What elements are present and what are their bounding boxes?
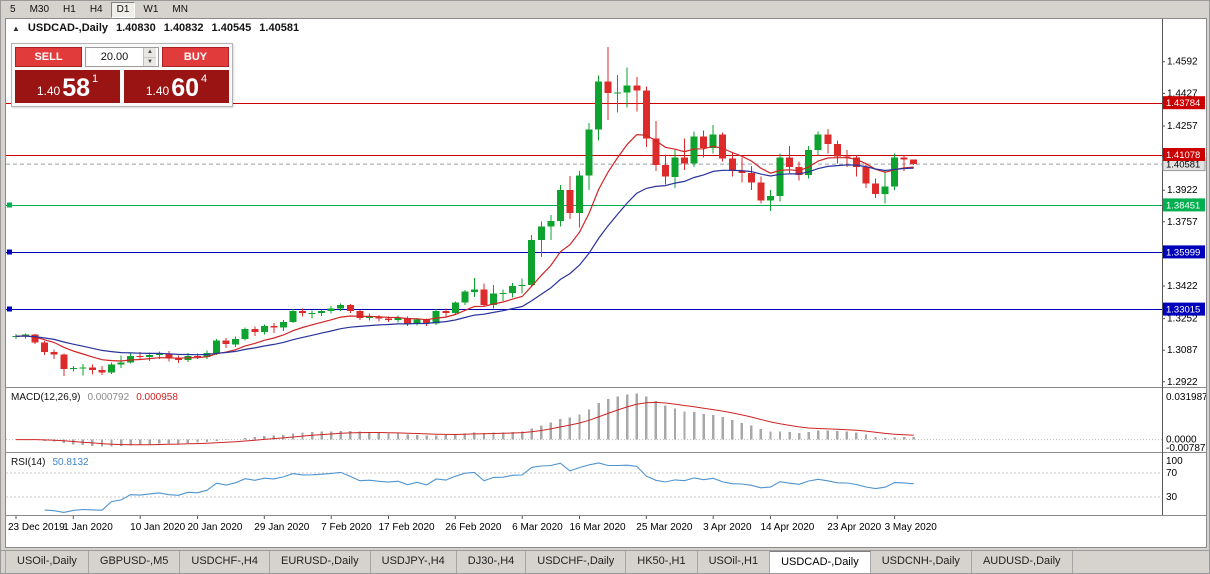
- sell-price-small: 1.40: [36, 84, 61, 98]
- svg-text:1.35999: 1.35999: [1166, 247, 1200, 258]
- buy-price-big: 60: [171, 74, 200, 102]
- timeframe-button-mn[interactable]: MN: [166, 2, 194, 18]
- svg-text:23 Dec 2019: 23 Dec 2019: [8, 522, 65, 533]
- macd-panel: [6, 393, 1162, 447]
- svg-text:1.4427: 1.4427: [1167, 88, 1198, 99]
- chart-tab-usdjpy-h4[interactable]: USDJPY-,H4: [371, 551, 457, 573]
- svg-text:1.4257: 1.4257: [1167, 121, 1198, 132]
- svg-text:1.41078: 1.41078: [1166, 150, 1200, 161]
- rsi-line: [44, 462, 914, 513]
- timeframe-button-h4[interactable]: H4: [84, 2, 109, 18]
- price-badge-1.35999: 1.35999: [1163, 245, 1205, 259]
- svg-text:1.3422: 1.3422: [1167, 281, 1198, 292]
- svg-text:1 Jan 2020: 1 Jan 2020: [63, 522, 113, 533]
- horizontal-line-1.38451[interactable]: [6, 202, 1162, 208]
- svg-text:0.0000: 0.0000: [1166, 435, 1197, 446]
- chart-tab-dj30-h4[interactable]: DJ30-,H4: [457, 551, 527, 573]
- price-axis: 1.4592 1.4427 1.4257 1.3922 1.3757 1.3422 1.32…: [1162, 57, 1198, 388]
- svg-text:26 Feb 2020: 26 Feb 2020: [445, 522, 502, 533]
- price-badge-1.33015: 1.33015: [1163, 302, 1205, 316]
- timeframe-button-m30[interactable]: M30: [24, 2, 55, 18]
- sell-price-sup: 1: [92, 73, 99, 85]
- chart-tab-usdchf-h4[interactable]: USDCHF-,H4: [180, 551, 270, 573]
- svg-text:14 Apr 2020: 14 Apr 2020: [760, 522, 814, 533]
- chart-tab-usdcnh-daily[interactable]: USDCNH-,Daily: [871, 551, 972, 573]
- horizontal-line-1.35999[interactable]: [6, 249, 1162, 255]
- ma-line-10: [15, 133, 914, 362]
- svg-text:1.4592: 1.4592: [1167, 57, 1198, 68]
- chart-tab-usoil-h1[interactable]: USOil-,H1: [698, 551, 771, 573]
- volume-spinner: ▲ ▼: [143, 48, 156, 66]
- price-badge-1.41078: 1.41078: [1163, 148, 1205, 161]
- svg-text:1.40581: 1.40581: [1166, 160, 1200, 171]
- svg-text:1.3087: 1.3087: [1167, 345, 1198, 356]
- svg-text:1.33015: 1.33015: [1166, 305, 1200, 316]
- svg-text:30: 30: [1166, 492, 1178, 503]
- chart-tab-usdcad-daily[interactable]: USDCAD-,Daily: [770, 551, 871, 573]
- price-badge-1.43784: 1.43784: [1163, 96, 1205, 110]
- svg-text:1.43784: 1.43784: [1166, 98, 1200, 109]
- svg-text:10 Jan 2020: 10 Jan 2020: [130, 522, 185, 533]
- svg-text:3 May 2020: 3 May 2020: [885, 522, 938, 533]
- rsi-panel: [6, 462, 1162, 513]
- svg-text:-0.007875: -0.007875: [1166, 443, 1206, 454]
- ma-line-22: [15, 164, 914, 356]
- svg-text:6 Mar 2020: 6 Mar 2020: [512, 522, 563, 533]
- volume-field: ▲ ▼: [85, 47, 159, 67]
- timeframe-button-w1[interactable]: W1: [137, 2, 164, 18]
- macd-signal-line: [16, 401, 914, 446]
- svg-text:20 Jan 2020: 20 Jan 2020: [187, 522, 242, 533]
- buy-price-sup: 4: [201, 73, 208, 85]
- timeframe-button-h1[interactable]: H1: [57, 2, 82, 18]
- buy-price-display[interactable]: 1.40 60 4: [124, 70, 229, 103]
- svg-text:1.2922: 1.2922: [1167, 377, 1198, 388]
- svg-text:29 Jan 2020: 29 Jan 2020: [254, 522, 309, 533]
- svg-text:1.3922: 1.3922: [1167, 185, 1198, 196]
- chart-tabbar: USOil-,Daily GBPUSD-,M5 USDCHF-,H4 EURUSD-,…: [1, 550, 1209, 573]
- chart-tab-audusd-daily[interactable]: AUDUSD-,Daily: [972, 551, 1073, 573]
- sell-price-display[interactable]: 1.40 58 1: [15, 70, 120, 103]
- trade-panel-controls: SELL ▲ ▼ BUY: [15, 47, 229, 67]
- svg-text:1.3252: 1.3252: [1167, 314, 1198, 325]
- svg-text:70: 70: [1166, 468, 1178, 479]
- svg-text:1.38451: 1.38451: [1166, 200, 1200, 211]
- chart-tab-usoil-daily[interactable]: USOil-,Daily: [5, 551, 89, 573]
- chart-tab-hk50-h1[interactable]: HK50-,H1: [626, 551, 698, 573]
- support-resistance-lines[interactable]: [6, 102, 1162, 312]
- svg-text:16 Mar 2020: 16 Mar 2020: [569, 522, 626, 533]
- sell-price-big: 58: [62, 74, 91, 102]
- volume-input[interactable]: [86, 48, 143, 66]
- horizontal-line-1.33015[interactable]: [6, 306, 1162, 312]
- panel-separators[interactable]: [6, 19, 1206, 516]
- candles-layer: [12, 47, 918, 377]
- svg-text:7 Feb 2020: 7 Feb 2020: [321, 522, 372, 533]
- chart-tab-gbpusd-m5[interactable]: GBPUSD-,M5: [89, 551, 181, 573]
- sell-button[interactable]: SELL: [15, 47, 82, 67]
- svg-text:0.031987: 0.031987: [1166, 392, 1206, 403]
- timeframe-button-5[interactable]: 5: [4, 2, 22, 18]
- chart-tab-usdchf-daily[interactable]: USDCHF-,Daily: [526, 551, 627, 573]
- buy-price-small: 1.40: [145, 84, 170, 98]
- svg-text:1.3757: 1.3757: [1167, 217, 1198, 228]
- svg-text:100: 100: [1166, 456, 1183, 467]
- volume-decrease-button[interactable]: ▼: [144, 57, 156, 66]
- trade-panel-prices: 1.40 58 1 1.40 60 4: [15, 70, 229, 103]
- svg-text:3 Apr 2020: 3 Apr 2020: [703, 522, 752, 533]
- svg-text:23 Apr 2020: 23 Apr 2020: [827, 522, 881, 533]
- svg-text:25 Mar 2020: 25 Mar 2020: [636, 522, 693, 533]
- timeframe-toolbar: 5 M30 H1 H4 D1 W1 MN: [1, 1, 1209, 18]
- buy-button[interactable]: BUY: [162, 47, 229, 67]
- timeframe-button-d1[interactable]: D1: [110, 1, 136, 18]
- svg-text:17 Feb 2020: 17 Feb 2020: [378, 522, 435, 533]
- volume-increase-button[interactable]: ▲: [144, 48, 156, 58]
- price-badge-1.38451: 1.38451: [1163, 198, 1205, 212]
- macd-histogram: [24, 393, 915, 447]
- chart-tab-eurusd-daily[interactable]: EURUSD-,Daily: [270, 551, 371, 573]
